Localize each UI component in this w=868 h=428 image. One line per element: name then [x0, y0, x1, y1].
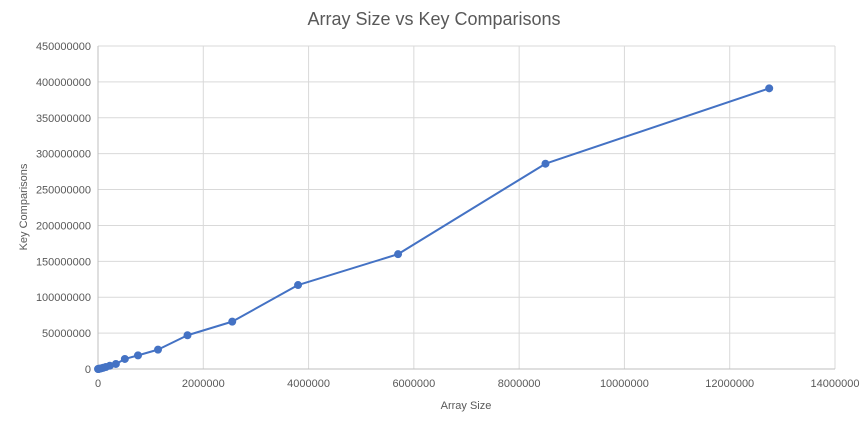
- y-tick-label: 150000000: [36, 256, 91, 268]
- y-axis-title: Key Comparisons: [18, 163, 30, 250]
- data-point: [111, 359, 120, 368]
- x-tick-label: 6000000: [392, 378, 435, 390]
- x-axis-title: Array Size: [441, 400, 492, 412]
- data-point: [134, 351, 143, 360]
- x-tick-label: 0: [95, 378, 101, 390]
- x-tick-label: 2000000: [182, 378, 225, 390]
- axes: [97, 46, 835, 370]
- data-point: [394, 250, 403, 259]
- x-tick-label: 14000000: [811, 378, 860, 390]
- y-tick-label: 250000000: [36, 185, 91, 197]
- chart-title: Array Size vs Key Comparisons: [307, 9, 560, 29]
- y-tick-label: 450000000: [36, 41, 91, 53]
- y-tick-label: 300000000: [36, 149, 91, 161]
- x-tick-label: 8000000: [498, 378, 541, 390]
- x-tick-label: 10000000: [600, 378, 649, 390]
- data-point: [541, 159, 550, 168]
- y-tick-label: 50000000: [42, 328, 91, 340]
- data-point: [765, 84, 774, 93]
- series-layer: [94, 84, 774, 373]
- data-point: [183, 331, 192, 340]
- data-point: [154, 345, 163, 354]
- data-point: [294, 281, 303, 290]
- y-tick-label: 400000000: [36, 77, 91, 89]
- tick-labels: 0500000001000000001500000002000000002500…: [36, 41, 860, 390]
- x-tick-label: 4000000: [287, 378, 330, 390]
- series-line: [97, 87, 770, 370]
- y-tick-label: 350000000: [36, 113, 91, 125]
- y-tick-label: 200000000: [36, 220, 91, 232]
- x-tick-label: 12000000: [705, 378, 754, 390]
- y-tick-label: 0: [85, 364, 91, 376]
- y-tick-label: 100000000: [36, 292, 91, 304]
- data-point: [228, 317, 237, 326]
- gridlines: [98, 45, 836, 369]
- data-point: [120, 354, 129, 363]
